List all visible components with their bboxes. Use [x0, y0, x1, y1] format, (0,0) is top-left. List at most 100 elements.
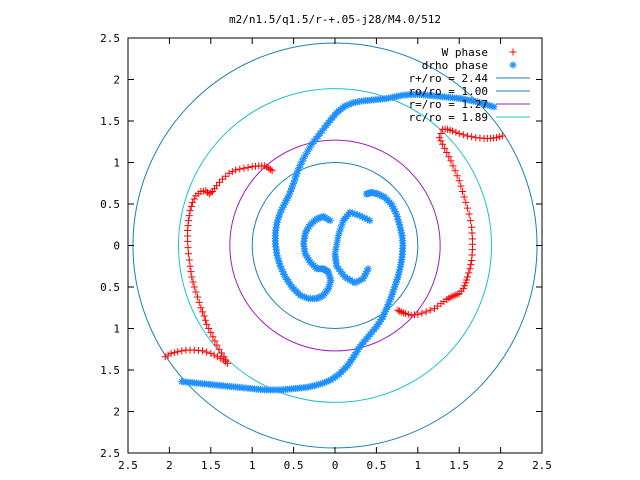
series-1-fill-63-2 — [304, 147, 312, 155]
series-0-point-53 — [439, 140, 447, 148]
series-0-point-1 — [167, 349, 175, 357]
series-1-fill-98-3 — [332, 245, 340, 253]
series-0-point-29 — [202, 187, 210, 195]
series-1-point-63 — [308, 140, 316, 148]
series-1-point-98 — [334, 232, 342, 240]
series-1-fill-26-2 — [385, 298, 393, 306]
y-tick-label: 2 — [113, 406, 120, 419]
series-1-fill-26-3 — [386, 295, 394, 303]
series-0-point-55 — [447, 157, 455, 165]
axis-ticks: 2.5 2 1.5 1 0.5 0 0.5 1 1.5 2 2.52.521.510.500.511… — [100, 32, 552, 472]
y-tick-label: 2.5 — [100, 32, 120, 45]
series-0-point-60 — [465, 210, 473, 218]
series-0-point-19 — [188, 273, 196, 281]
series-1-fill-16-1 — [312, 381, 320, 389]
series-0-fill-0-1 — [164, 351, 172, 359]
legend-marker-sample — [509, 61, 517, 69]
series-1-fill-63-1 — [306, 144, 314, 152]
series-0-fill-57-1 — [457, 182, 465, 190]
series-0-fill-35-1 — [236, 165, 244, 173]
series-1-fill-35-3 — [389, 202, 397, 210]
series-1-fill-26-1 — [384, 300, 392, 308]
series-0-fill-48-1 — [452, 128, 460, 136]
series-1-fill-35-2 — [390, 205, 398, 213]
series-0-point-18 — [190, 283, 198, 291]
legend-label: rc/ro = 1.89 — [409, 111, 488, 124]
series-0-fill-46-1 — [468, 133, 476, 141]
series-1-fill-81-3 — [326, 278, 334, 286]
series-1-fill-101-2 — [346, 276, 354, 284]
series-1-fill-95-2 — [351, 210, 359, 218]
series-1-fill-34-1 — [395, 218, 403, 226]
series-0-point-80 — [394, 306, 402, 314]
series-1-point-41 — [490, 103, 498, 111]
series-1-fill-42-3 — [475, 99, 483, 107]
series-1-fill-27-1 — [388, 290, 396, 298]
series-1-fill-65-1 — [293, 170, 301, 178]
series-0-point-65 — [466, 265, 474, 273]
series-1-fill-103-2 — [362, 270, 370, 278]
x-tick-label: 1.5 — [449, 459, 469, 472]
series-0-fill-17-1 — [192, 288, 200, 296]
series-0-fill-14-1 — [201, 316, 209, 324]
series-1-fill-68-3 — [278, 206, 286, 214]
series-1-fill-102-1 — [353, 278, 361, 286]
series-1-point-58 — [349, 99, 357, 107]
y-tick-label: 0.5 — [100, 198, 120, 211]
series-0-point-11 — [215, 345, 223, 353]
y-tick-label: 2.5 — [100, 447, 120, 460]
series-0-point-5 — [199, 347, 207, 355]
series-0-point-77 — [407, 311, 415, 319]
series-1-point-16 — [310, 382, 318, 390]
series-1-fill-29-3 — [396, 266, 404, 274]
legend-label: ro/ro = 1.00 — [409, 85, 488, 98]
series-0-point-47 — [463, 132, 471, 140]
series-0-point-66 — [463, 273, 471, 281]
series-1-point-66 — [290, 179, 298, 187]
series-0-point-35 — [232, 166, 240, 174]
series-1-fill-82-1 — [326, 274, 334, 282]
circle-1 — [251, 162, 419, 329]
series-0-fill-75-1 — [418, 309, 426, 317]
series-0-point-46 — [472, 134, 480, 142]
series-0-fill-56-1 — [453, 172, 461, 180]
series-0-fill-25-1 — [187, 202, 195, 210]
series-0-fill-53-1 — [441, 144, 449, 152]
series-1-point-33 — [398, 232, 406, 240]
series-1-fill-29-2 — [395, 268, 403, 276]
series-1-fill-73-3 — [276, 260, 284, 268]
series-1-fill-41-2 — [486, 102, 494, 110]
x-tick-label: 2 — [497, 459, 504, 472]
series-0-point-56 — [451, 167, 459, 175]
series-1-point-93 — [326, 217, 334, 225]
series-1-fill-35-1 — [391, 207, 399, 215]
series-1-point-21 — [349, 354, 357, 362]
series-1-fill-74-3 — [280, 270, 288, 278]
series-0-fill-42-1 — [495, 133, 503, 141]
series-0-fill-65-1 — [465, 269, 473, 277]
series-0-point-25 — [186, 207, 194, 215]
series-0-point-58 — [459, 188, 467, 196]
y-tick-label: 1 — [113, 323, 120, 336]
series-1-point-81 — [324, 285, 332, 293]
series-1-fill-74-2 — [279, 268, 287, 276]
series-0-fill-1-1 — [170, 349, 178, 357]
series-0-point-52 — [435, 134, 443, 142]
series-0-point-6 — [207, 349, 215, 357]
series-1-fill-65-2 — [292, 173, 300, 181]
series-1-fill-33-2 — [397, 226, 405, 234]
series-1-fill-25-1 — [380, 310, 388, 318]
series-0-fill-47-1 — [459, 131, 467, 139]
series-0-fill-21-1 — [184, 244, 192, 252]
series-0-fill-40-1 — [266, 166, 274, 174]
series-0-fill-54-1 — [445, 153, 453, 161]
series-0-point-41 — [268, 167, 276, 175]
series-0-point-21 — [184, 250, 192, 258]
series-1-point-74 — [276, 262, 284, 270]
series-0-fill-18-1 — [189, 278, 197, 286]
series-1-fill-21-2 — [353, 348, 361, 356]
series-1-point-64 — [300, 154, 308, 162]
series-1-fill-67-2 — [283, 194, 291, 202]
series-0-fill-12-1 — [209, 333, 217, 341]
